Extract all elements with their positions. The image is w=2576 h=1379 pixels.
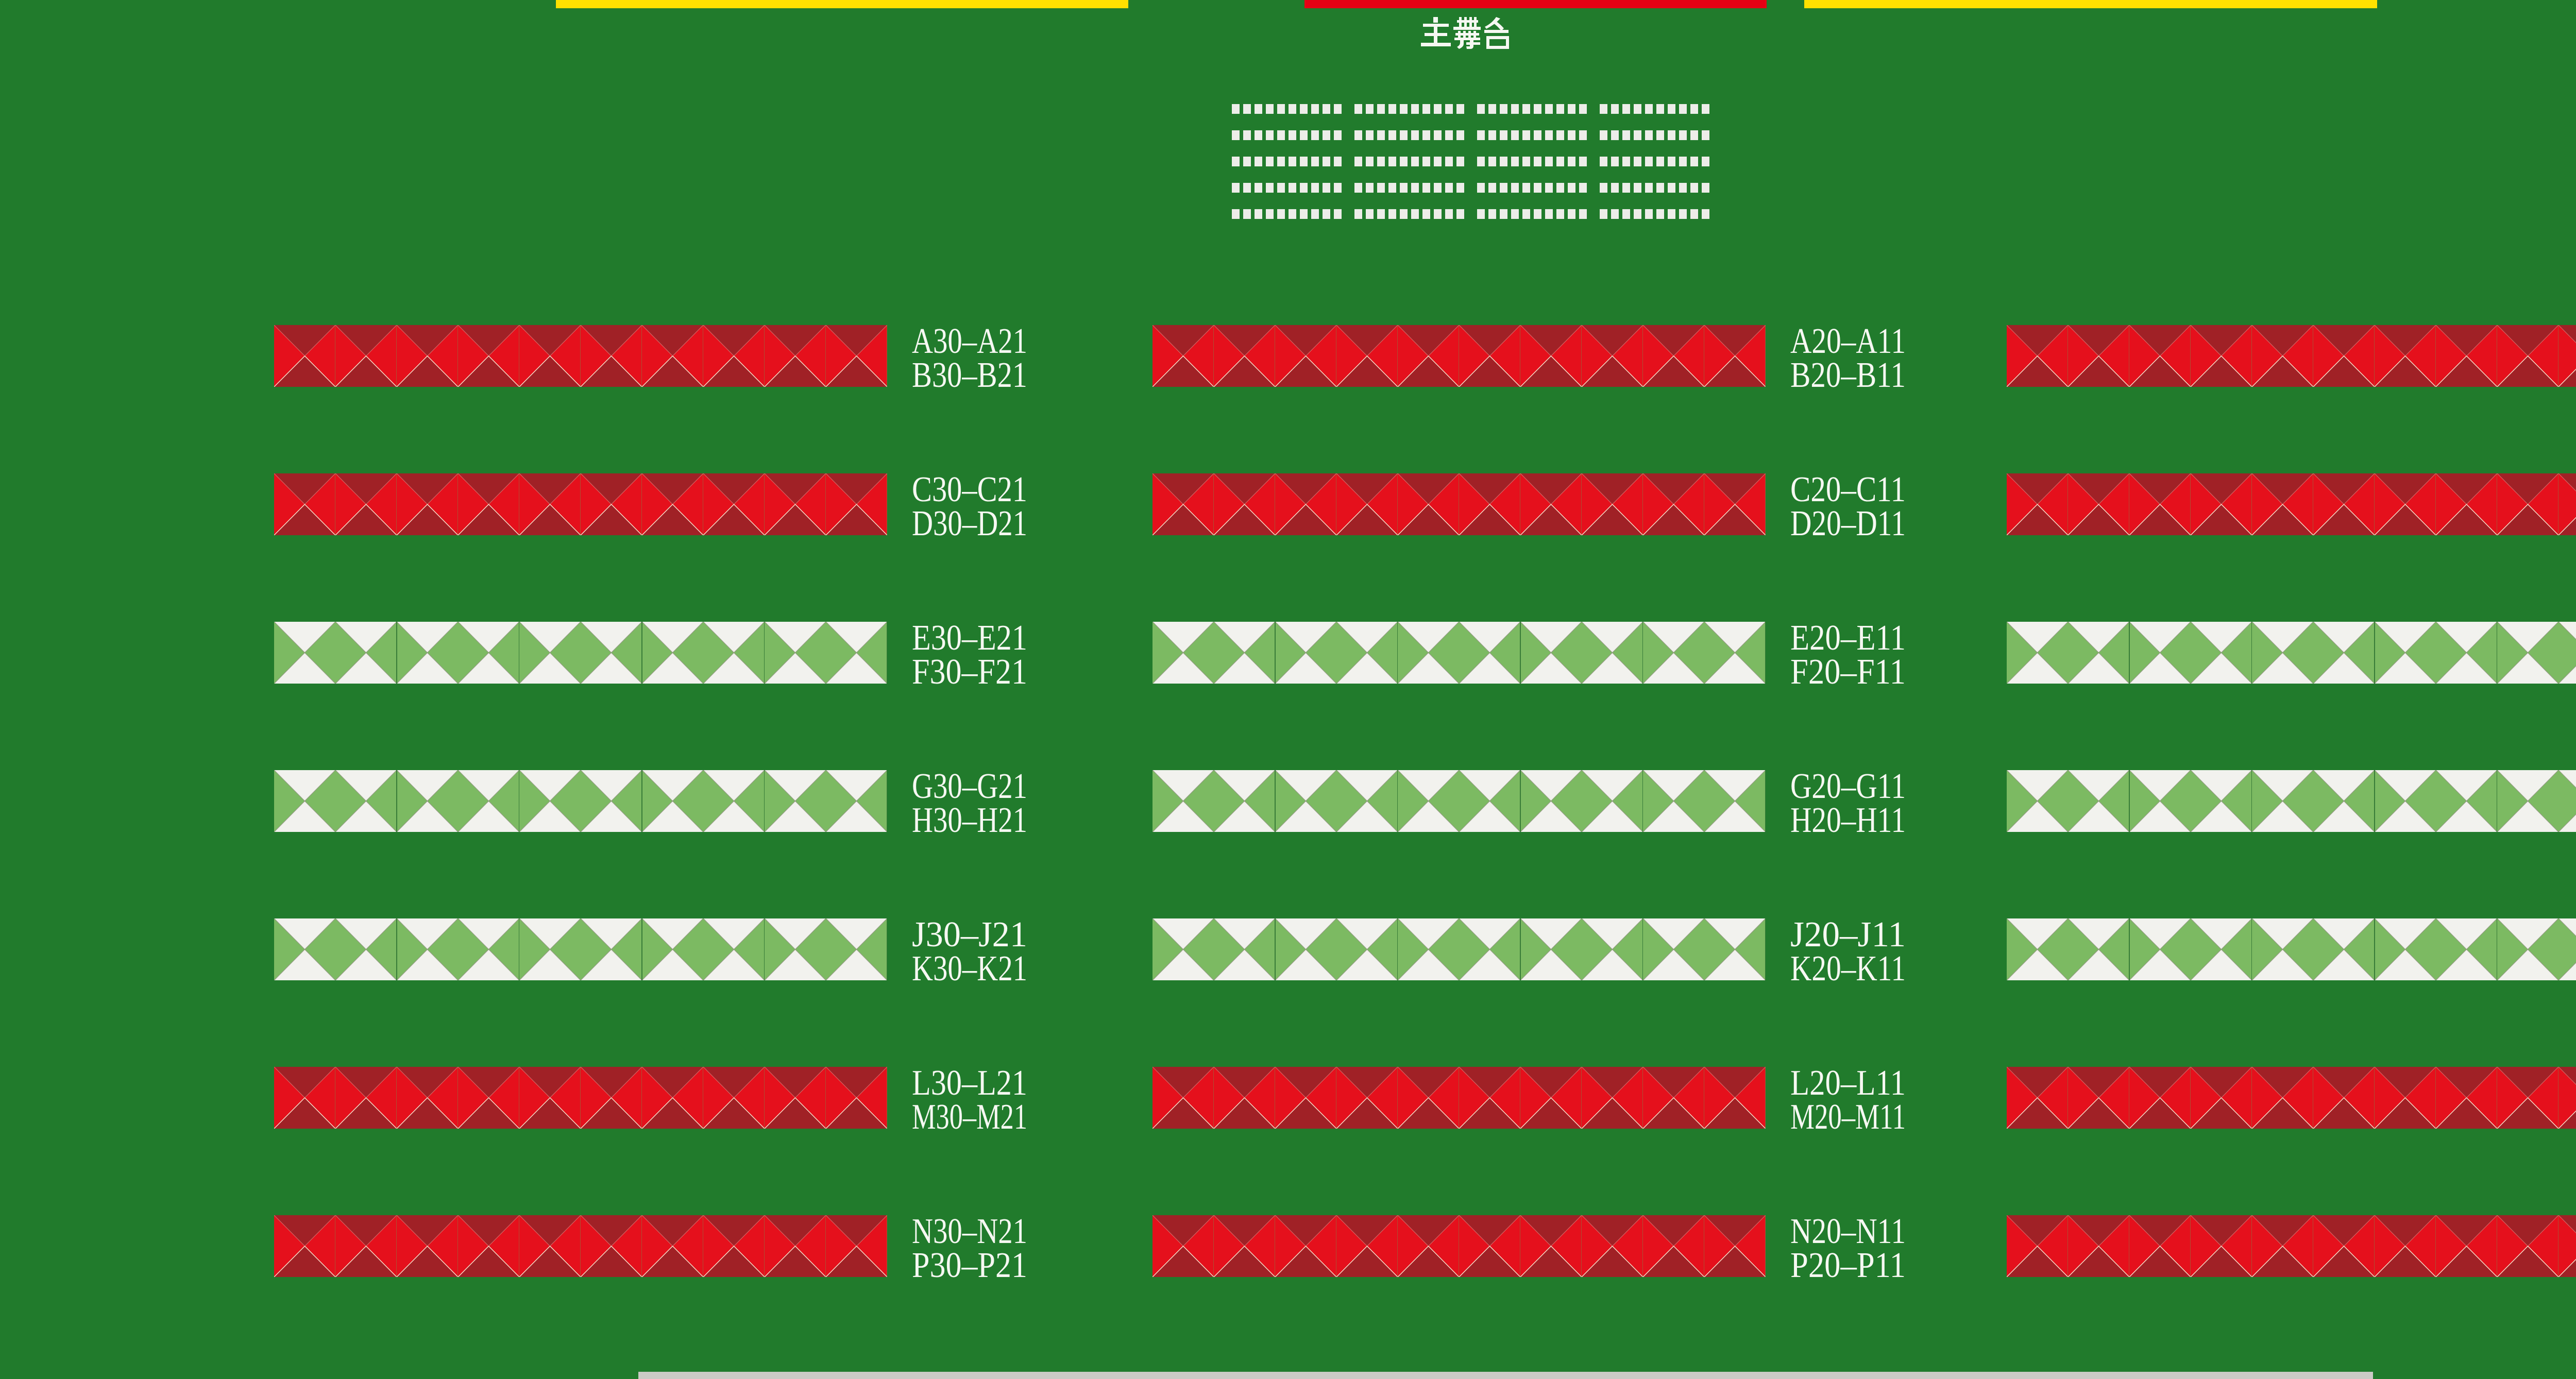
svg-text:E20–E11: E20–E11	[1790, 618, 1906, 658]
svg-text:C20–C11: C20–C11	[1790, 470, 1906, 509]
svg-text:J30–J21: J30–J21	[912, 915, 1027, 955]
svg-text:P30–P21: P30–P21	[912, 1246, 1027, 1285]
svg-text:N20–N11: N20–N11	[1790, 1212, 1906, 1251]
svg-text:B30–B21: B30–B21	[912, 355, 1027, 395]
svg-text:J20–J11: J20–J11	[1790, 915, 1906, 955]
svg-text:G20–G11: G20–G11	[1790, 767, 1906, 806]
svg-text:K20–K11: K20–K11	[1790, 949, 1906, 989]
svg-text:B20–B11: B20–B11	[1790, 355, 1906, 395]
svg-text:C30–C21: C30–C21	[912, 470, 1027, 509]
svg-text:A20–A11: A20–A11	[1790, 321, 1906, 361]
svg-text:A30–A21: A30–A21	[912, 321, 1027, 361]
svg-text:L30–L21: L30–L21	[912, 1063, 1027, 1103]
svg-text:P20–P11: P20–P11	[1790, 1246, 1906, 1285]
svg-text:N30–N21: N30–N21	[912, 1212, 1027, 1251]
svg-text:K30–K21: K30–K21	[912, 949, 1027, 989]
svg-text:E30–E21: E30–E21	[912, 618, 1027, 658]
svg-text:F20–F11: F20–F11	[1790, 652, 1906, 692]
svg-text:D20–D11: D20–D11	[1790, 504, 1906, 543]
svg-text:M20–M11: M20–M11	[1790, 1097, 1906, 1137]
svg-text:D30–D21: D30–D21	[912, 504, 1027, 543]
svg-text:F30–F21: F30–F21	[912, 652, 1027, 692]
svg-text:G30–G21: G30–G21	[912, 767, 1027, 806]
svg-text:H20–H11: H20–H11	[1790, 801, 1906, 840]
svg-text:M30–M21: M30–M21	[912, 1097, 1027, 1137]
svg-text:H30–H21: H30–H21	[912, 801, 1027, 840]
svg-text:L20–L11: L20–L11	[1790, 1063, 1906, 1103]
